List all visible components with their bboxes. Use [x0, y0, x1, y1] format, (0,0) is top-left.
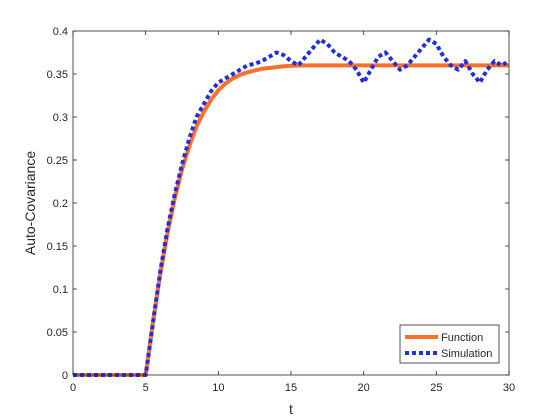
- axis-layer: 0 5 10 15 20 25 30 0 0.05 0.1 0.15 0.2 0.25 0.3 0.35 0.…: [47, 26, 516, 394]
- series-layer: [73, 37, 511, 377]
- y-tick-label: 0.2: [53, 198, 68, 210]
- x-tick-label: 25: [430, 382, 442, 394]
- y-tick-label: 0: [62, 370, 68, 382]
- x-axis-label: t: [289, 401, 293, 417]
- y-tick-label: 0.15: [47, 241, 68, 253]
- x-tick-label: 30: [503, 382, 515, 394]
- y-tick-label: 0.1: [53, 284, 68, 296]
- legend-label-simulation: Simulation: [441, 348, 492, 360]
- legend-box: [399, 324, 500, 364]
- x-tick-label: 0: [70, 382, 76, 394]
- y-tick-label: 0.4: [53, 26, 68, 38]
- y-tick-label: 0.3: [53, 112, 68, 124]
- legend: Function Simulation: [399, 324, 500, 364]
- series-line-function: [73, 63, 509, 377]
- x-tick-label: 15: [285, 382, 297, 394]
- y-tick-label: 0.05: [47, 327, 68, 339]
- series-line-simulation: [73, 37, 511, 377]
- y-axis-label: Auto-Covariance: [22, 151, 38, 255]
- legend-label-function: Function: [441, 332, 483, 344]
- y-tick-label: 0.25: [47, 155, 68, 167]
- x-tick-label: 20: [358, 382, 370, 394]
- x-tick-label: 10: [212, 382, 224, 394]
- plot-area: [73, 31, 509, 375]
- y-tick-label: 0.35: [47, 69, 68, 81]
- x-tick-label: 5: [143, 382, 149, 394]
